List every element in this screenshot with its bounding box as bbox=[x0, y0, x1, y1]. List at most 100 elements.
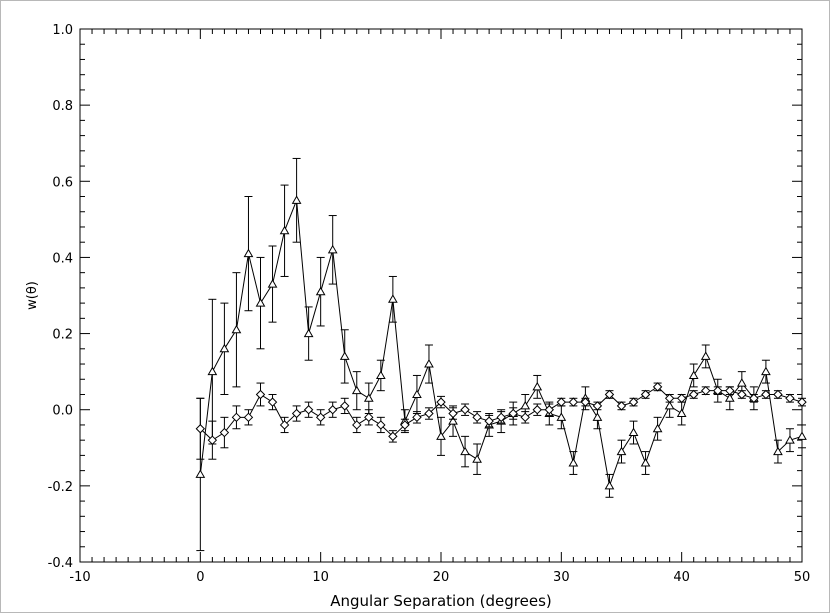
data-point bbox=[424, 408, 434, 419]
data-point bbox=[460, 446, 470, 456]
x-tick-label: -10 bbox=[69, 570, 90, 585]
plot-area-border bbox=[79, 28, 803, 563]
data-point bbox=[231, 324, 242, 334]
x-tick-label: 0 bbox=[196, 570, 204, 585]
data-point bbox=[556, 397, 567, 407]
data-point bbox=[688, 370, 699, 379]
data-point bbox=[701, 385, 711, 396]
series-diamond bbox=[195, 382, 807, 460]
data-point bbox=[484, 416, 494, 426]
data-point bbox=[195, 424, 206, 434]
data-point bbox=[315, 286, 326, 296]
data-point bbox=[303, 405, 314, 415]
data-point bbox=[472, 454, 482, 463]
data-point bbox=[628, 397, 639, 407]
data-point bbox=[219, 343, 230, 353]
data-point bbox=[351, 385, 362, 395]
data-point bbox=[279, 225, 290, 235]
data-point bbox=[291, 408, 302, 419]
data-point bbox=[568, 397, 579, 407]
data-point bbox=[797, 397, 807, 407]
data-point bbox=[219, 427, 230, 438]
data-point bbox=[568, 458, 579, 467]
data-point bbox=[448, 416, 458, 425]
y-tick-label: 0.6 bbox=[52, 175, 73, 190]
y-tick-label: -0.4 bbox=[48, 556, 73, 571]
data-point bbox=[496, 412, 506, 423]
data-point bbox=[400, 420, 410, 430]
data-point bbox=[472, 412, 482, 423]
data-point bbox=[532, 381, 543, 391]
x-tick-label: 30 bbox=[553, 570, 570, 585]
data-point bbox=[532, 405, 542, 415]
data-point bbox=[448, 408, 458, 419]
data-point bbox=[725, 385, 735, 396]
data-point bbox=[303, 328, 314, 338]
axis-ticks bbox=[79, 28, 803, 563]
data-point bbox=[749, 393, 759, 404]
data-point bbox=[797, 431, 807, 440]
y-tick-label: 1.0 bbox=[52, 23, 73, 38]
data-point bbox=[761, 389, 771, 400]
data-point bbox=[243, 412, 254, 423]
data-point bbox=[652, 382, 663, 392]
data-point bbox=[279, 420, 290, 430]
data-point bbox=[436, 397, 446, 407]
data-point bbox=[255, 389, 266, 400]
data-point bbox=[713, 385, 723, 396]
data-point bbox=[592, 412, 603, 421]
data-point bbox=[785, 435, 795, 444]
data-point bbox=[604, 389, 615, 400]
y-tick-label: 0.4 bbox=[52, 251, 73, 266]
x-tick-label: 50 bbox=[794, 570, 811, 585]
data-point bbox=[436, 431, 446, 440]
data-point bbox=[291, 195, 302, 204]
series-line bbox=[199, 200, 803, 488]
data-point bbox=[773, 389, 783, 400]
data-point bbox=[604, 480, 615, 490]
data-point bbox=[676, 393, 687, 404]
data-point bbox=[544, 405, 555, 415]
data-point bbox=[724, 393, 735, 402]
data-point bbox=[785, 393, 795, 404]
data-point bbox=[327, 244, 338, 254]
data-point bbox=[688, 389, 699, 400]
axis-tick-labels: -10 0 10 20 30 40 50 -0.4 -0.2 0.0 0.2 0.4 0.6 0.8 1.0 bbox=[48, 23, 811, 585]
data-point bbox=[315, 412, 326, 423]
y-tick-label: 0.8 bbox=[52, 99, 73, 114]
x-axis-label: Angular Separation (degrees) bbox=[330, 592, 552, 610]
data-point bbox=[340, 401, 350, 411]
data-point bbox=[267, 279, 278, 288]
data-point bbox=[412, 412, 422, 423]
data-point bbox=[207, 435, 218, 445]
data-point bbox=[640, 458, 651, 467]
series-triangle bbox=[195, 157, 807, 552]
data-point bbox=[520, 412, 530, 423]
data-point bbox=[556, 412, 567, 421]
data-point bbox=[363, 393, 374, 402]
data-point bbox=[376, 420, 386, 430]
data-point bbox=[580, 397, 591, 407]
data-point bbox=[736, 378, 747, 387]
data-point bbox=[628, 427, 639, 437]
data-point bbox=[412, 389, 422, 398]
y-tick-label: -0.2 bbox=[48, 480, 73, 495]
data-point bbox=[388, 431, 398, 442]
data-point bbox=[243, 248, 254, 258]
x-tick-label: 20 bbox=[433, 570, 450, 585]
data-point bbox=[267, 397, 278, 407]
data-point bbox=[352, 420, 362, 430]
data-point bbox=[773, 446, 783, 456]
x-tick-label: 40 bbox=[673, 570, 690, 585]
data-point bbox=[616, 401, 627, 411]
data-point bbox=[508, 408, 518, 419]
y-axis-label: w(θ) bbox=[25, 281, 40, 310]
data-point bbox=[737, 389, 747, 400]
data-point bbox=[424, 359, 434, 368]
data-point bbox=[460, 405, 470, 415]
data-point bbox=[195, 469, 206, 478]
data-point bbox=[231, 412, 242, 423]
data-point bbox=[339, 351, 350, 360]
data-point bbox=[761, 366, 771, 376]
